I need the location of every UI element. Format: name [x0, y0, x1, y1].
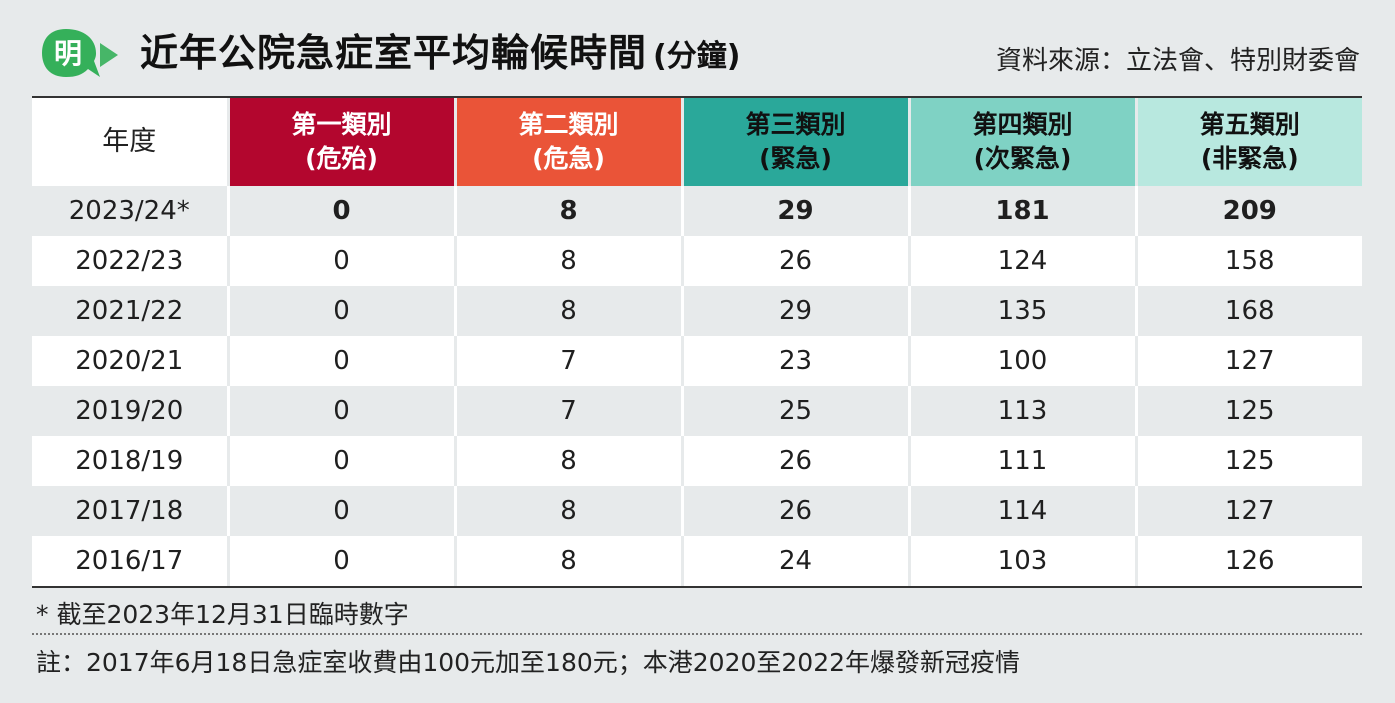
value-cell: 8 [453, 486, 682, 536]
value-cell: 29 [680, 186, 909, 236]
table-row: 2023/24* 0 8 29 181 209 [32, 186, 1362, 236]
header-line2: (危殆) [305, 144, 378, 173]
value-cell: 24 [680, 536, 909, 586]
value-cell: 26 [680, 236, 909, 286]
header-line1: 第五類別 [1199, 110, 1300, 139]
value-cell: 25 [680, 386, 909, 436]
value-cell: 8 [453, 236, 682, 286]
header-line1: 年度 [102, 126, 157, 157]
table-row: 2022/23 0 8 26 124 158 [32, 236, 1362, 286]
value-cell: 0 [226, 536, 455, 586]
header-line1: 第二類別 [518, 110, 619, 139]
header-line2: (非緊急) [1200, 144, 1299, 173]
table-row: 2018/19 0 8 26 111 125 [32, 436, 1362, 486]
year-cell: 2019/20 [32, 386, 228, 436]
header-line1: 第四類別 [972, 110, 1073, 139]
value-cell: 127 [1134, 486, 1362, 536]
wait-time-table: 年度 第一類別 (危殆) 第二類別 (危急) 第三類別 (緊急) 第四類別 (次緊急) … [32, 98, 1362, 586]
value-cell: 124 [907, 236, 1136, 286]
value-cell: 26 [680, 486, 909, 536]
header-cat5: 第五類別 (非緊急) [1134, 98, 1362, 186]
header-line2: (危急) [532, 144, 605, 173]
value-cell: 125 [1134, 436, 1362, 486]
value-cell: 158 [1134, 236, 1362, 286]
year-cell: 2021/22 [32, 286, 228, 336]
value-cell: 26 [680, 436, 909, 486]
value-cell: 0 [226, 436, 455, 486]
value-cell: 0 [226, 336, 455, 386]
table-row: 2016/17 0 8 24 103 126 [32, 536, 1362, 586]
value-cell: 7 [453, 336, 682, 386]
header-cat1: 第一類別 (危殆) [226, 98, 455, 186]
value-cell: 0 [226, 186, 455, 236]
header-year: 年度 [32, 98, 228, 186]
year-cell: 2022/23 [32, 236, 228, 286]
value-cell: 8 [453, 536, 682, 586]
value-cell: 113 [907, 386, 1136, 436]
value-cell: 8 [453, 186, 682, 236]
value-cell: 8 [453, 436, 682, 486]
header-line1: 第一類別 [291, 110, 392, 139]
value-cell: 114 [907, 486, 1136, 536]
value-cell: 103 [907, 536, 1136, 586]
logo-text: 明 [54, 37, 82, 70]
header-line1: 第三類別 [745, 110, 846, 139]
value-cell: 181 [907, 186, 1136, 236]
year-cell: 2023/24* [32, 186, 228, 236]
value-cell: 209 [1134, 186, 1362, 236]
table-row: 2020/21 0 7 23 100 127 [32, 336, 1362, 386]
value-cell: 125 [1134, 386, 1362, 436]
header-line2: (緊急) [759, 144, 832, 173]
value-cell: 111 [907, 436, 1136, 486]
table-row: 2019/20 0 7 25 113 125 [32, 386, 1362, 436]
year-cell: 2020/21 [32, 336, 228, 386]
note: 註：2017年6月18日急症室收費由100元加至180元；本港2020至2022… [36, 648, 1021, 677]
logo: 明 [38, 25, 122, 83]
header-row: 年度 第一類別 (危殆) 第二類別 (危急) 第三類別 (緊急) 第四類別 (次緊急) … [32, 98, 1362, 186]
value-cell: 0 [226, 286, 455, 336]
chart-title: 近年公院急症室平均輪候時間 (分鐘) [140, 22, 740, 80]
footnote: * 截至2023年12月31日臨時數字 [36, 600, 409, 629]
title-unit: (分鐘) [653, 39, 741, 74]
year-cell: 2017/18 [32, 486, 228, 536]
value-cell: 29 [680, 286, 909, 336]
dotted-divider [32, 633, 1362, 635]
value-cell: 100 [907, 336, 1136, 386]
value-cell: 23 [680, 336, 909, 386]
header-cat3: 第三類別 (緊急) [680, 98, 909, 186]
title-main: 近年公院急症室平均輪候時間 [140, 31, 648, 75]
value-cell: 0 [226, 486, 455, 536]
header-line2: (次緊急) [973, 144, 1072, 173]
value-cell: 8 [453, 286, 682, 336]
year-cell: 2016/17 [32, 536, 228, 586]
value-cell: 126 [1134, 536, 1362, 586]
value-cell: 127 [1134, 336, 1362, 386]
value-cell: 135 [907, 286, 1136, 336]
table-top-rule [32, 96, 1362, 98]
value-cell: 0 [226, 386, 455, 436]
header-cat2: 第二類別 (危急) [453, 98, 682, 186]
year-cell: 2018/19 [32, 436, 228, 486]
table-row: 2017/18 0 8 26 114 127 [32, 486, 1362, 536]
table-body: 2023/24* 0 8 29 181 209 2022/23 0 8 26 124 158 2021/… [32, 186, 1362, 586]
table-row: 2021/22 0 8 29 135 168 [32, 286, 1362, 336]
table-bottom-rule [32, 586, 1362, 588]
value-cell: 168 [1134, 286, 1362, 336]
value-cell: 7 [453, 386, 682, 436]
value-cell: 0 [226, 236, 455, 286]
header-cat4: 第四類別 (次緊急) [907, 98, 1136, 186]
source-label: 資料來源：立法會、特別財委會 [995, 46, 1360, 76]
